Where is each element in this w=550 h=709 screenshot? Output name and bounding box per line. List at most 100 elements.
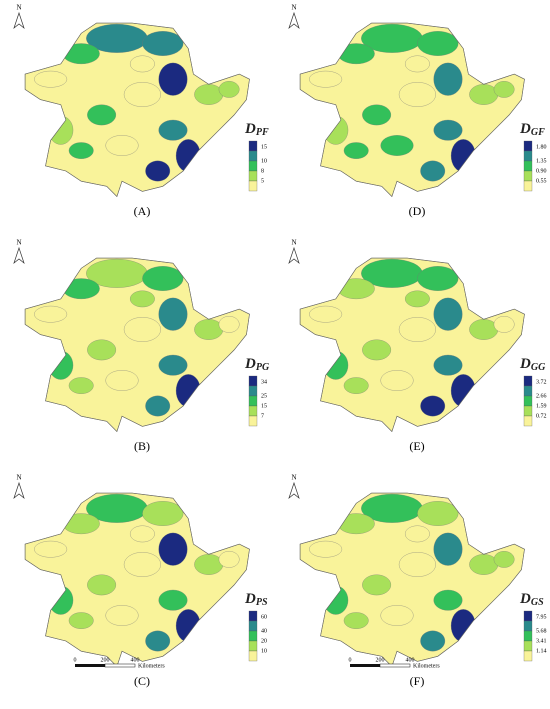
region (420, 630, 446, 652)
region (218, 316, 240, 333)
legend-symbol: D (244, 121, 256, 137)
map (299, 22, 525, 198)
region (450, 374, 476, 408)
region (218, 81, 240, 98)
legend-symbol: D (244, 591, 256, 607)
region (417, 501, 459, 526)
region (62, 513, 100, 535)
panel-label: (F) (410, 674, 425, 688)
region (417, 31, 459, 56)
legend-swatch (248, 375, 258, 387)
region (87, 574, 117, 596)
legend-swatch (523, 640, 533, 652)
legend-swatch (523, 405, 533, 417)
legend-tick-label: 40 (261, 628, 267, 634)
legend-tick-label: 60 (261, 614, 267, 620)
region (145, 630, 171, 652)
region (48, 115, 74, 145)
legend-tick-label: 34 (261, 379, 267, 385)
panel: N DGG 3.72 2.66 1.59 0.72 (E) (288, 239, 547, 453)
legend-tick-label: 5.68 (536, 628, 547, 634)
legend-tick-label: 25 (261, 393, 267, 399)
legend-tick-label: 1.14 (536, 648, 547, 654)
region (493, 81, 515, 98)
region (433, 297, 463, 331)
region (380, 135, 414, 156)
region (105, 605, 139, 626)
legend-swatch (248, 180, 258, 192)
region (420, 160, 446, 182)
map (24, 492, 250, 668)
map (24, 22, 250, 198)
map-outline (24, 257, 250, 433)
legend-swatch (248, 415, 258, 427)
region (469, 554, 499, 575)
legend-swatch (248, 650, 258, 662)
panel-label: (E) (409, 439, 424, 453)
panel-label: (A) (134, 204, 151, 218)
panel-label: (C) (134, 674, 150, 688)
region (433, 354, 463, 376)
region (105, 370, 139, 391)
region (493, 551, 515, 568)
legend-swatch (523, 150, 533, 162)
region (343, 612, 369, 629)
region (433, 532, 463, 566)
legend-tick-label: 1.35 (536, 158, 547, 164)
region (362, 104, 392, 126)
legend-swatch (523, 385, 533, 397)
legend-subscript: PS (256, 597, 268, 608)
legend-swatch (523, 415, 533, 427)
legend-swatch (523, 620, 533, 632)
region (343, 377, 369, 394)
north-label: N (291, 4, 296, 12)
region (158, 354, 188, 376)
region (380, 370, 414, 391)
region (398, 317, 436, 342)
map (299, 257, 525, 433)
panel-label: (B) (134, 439, 150, 453)
scale-bar-dark (350, 664, 380, 667)
region (417, 266, 459, 291)
north-arrow (13, 481, 25, 500)
north-arrow (13, 246, 25, 265)
region (34, 305, 68, 323)
legend-swatch (248, 140, 258, 152)
legend-title: DGS (519, 591, 544, 608)
region (123, 317, 161, 342)
map-outline (24, 492, 250, 668)
region (380, 605, 414, 626)
region (362, 574, 392, 596)
legend-swatch (248, 405, 258, 417)
legend-swatch (248, 150, 258, 162)
map-outline (299, 492, 525, 668)
legend-symbol: D (519, 121, 531, 137)
north-arrow (13, 11, 25, 30)
legend-subscript: GF (531, 127, 545, 138)
legend-tick-label: 0.90 (536, 168, 547, 174)
region (158, 62, 188, 96)
region (433, 62, 463, 96)
region (323, 350, 349, 380)
legend-symbol: D (519, 591, 531, 607)
legend-symbol: D (244, 356, 256, 372)
legend-tick-label: 0.72 (536, 413, 547, 419)
scale-tick-label: 0 (349, 657, 352, 663)
region (145, 160, 171, 182)
panel: N DGF 1.80 1.35 0.90 0.55 (D) (288, 4, 547, 218)
map (24, 257, 250, 433)
region (62, 43, 100, 65)
legend-swatch (248, 640, 258, 652)
legend-swatch (248, 160, 258, 172)
region (175, 609, 201, 643)
scale-bar-light (379, 663, 411, 668)
north-label: N (16, 4, 21, 12)
legend-title: DGG (519, 356, 546, 373)
scale-tick-label: 200 (101, 657, 110, 663)
region (194, 554, 224, 575)
region (130, 55, 155, 73)
region (433, 119, 463, 141)
map-outline (24, 22, 250, 198)
